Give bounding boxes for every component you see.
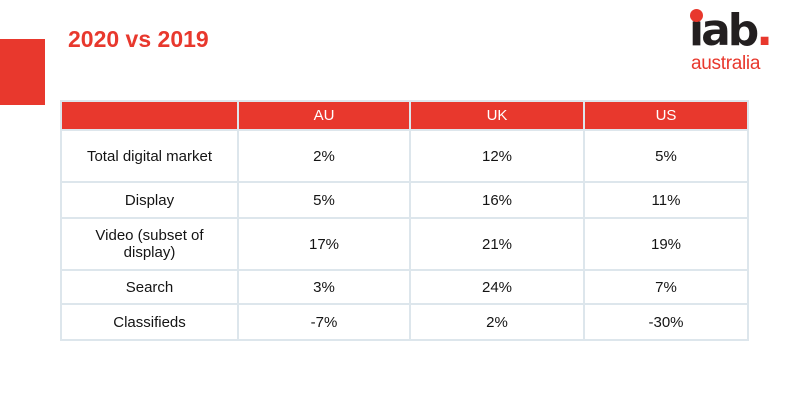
column-header-blank [60, 100, 239, 131]
table-row-display: Display 5% 16% 11% [60, 181, 749, 219]
cell-us: -30% [583, 303, 749, 341]
row-label: Classifieds [60, 303, 239, 341]
page-title: 2020 vs 2019 [68, 26, 209, 52]
cell-us: 19% [583, 217, 749, 271]
cell-uk: 21% [409, 217, 585, 271]
column-header-au: AU [237, 100, 411, 131]
cell-us: 5% [583, 129, 749, 183]
row-label: Video (subset of display) [60, 217, 239, 271]
cell-uk: 12% [409, 129, 585, 183]
cell-au: 3% [237, 269, 411, 305]
cell-au: 17% [237, 217, 411, 271]
row-label: Total digital market [60, 129, 239, 183]
cell-au: -7% [237, 303, 411, 341]
logo-iab-text: iab [689, 5, 759, 56]
red-accent-bar [0, 39, 45, 105]
table-row-video: Video (subset of display) 17% 21% 19% [60, 217, 749, 271]
comparison-table-container: AU UK US Total digital market 2% 12% 5% … [60, 100, 749, 341]
table-header-row: AU UK US [60, 100, 749, 131]
table-row-classifieds: Classifieds -7% 2% -30% [60, 303, 749, 341]
cell-uk: 24% [409, 269, 585, 305]
row-label: Display [60, 181, 239, 219]
cell-au: 2% [237, 129, 411, 183]
iab-australia-logo: iab. australia [689, 9, 789, 74]
column-header-us: US [583, 100, 749, 131]
table-row-search: Search 3% 24% 7% [60, 269, 749, 305]
cell-us: 7% [583, 269, 749, 305]
column-header-uk: UK [409, 100, 585, 131]
cell-au: 5% [237, 181, 411, 219]
logo-australia-text: australia [691, 53, 761, 74]
table-row-total-digital-market: Total digital market 2% 12% 5% [60, 129, 749, 183]
cell-uk: 16% [409, 181, 585, 219]
comparison-table: AU UK US Total digital market 2% 12% 5% … [60, 100, 749, 341]
cell-us: 11% [583, 181, 749, 219]
row-label: Search [60, 269, 239, 305]
logo-wordmark: iab. [689, 9, 773, 53]
logo-period-icon: . [756, 5, 773, 56]
cell-uk: 2% [409, 303, 585, 341]
